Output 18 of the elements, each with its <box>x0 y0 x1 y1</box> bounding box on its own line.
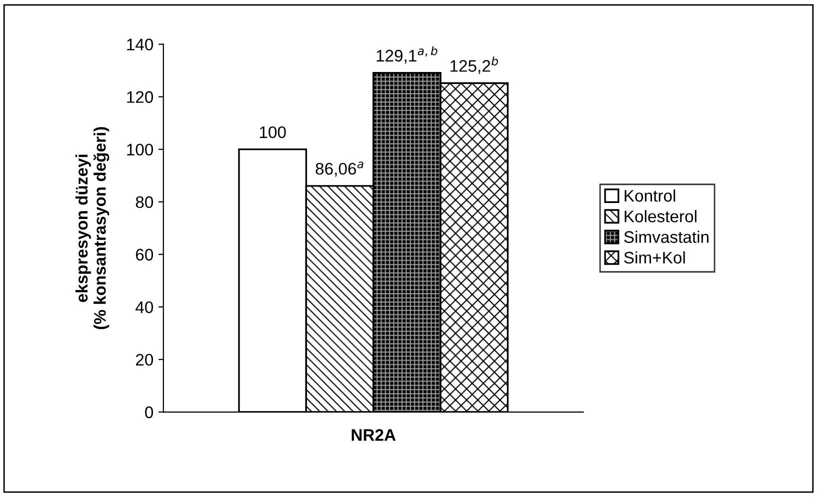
y-tick-label: 60 <box>136 248 154 261</box>
data-label: 125,2$^{b}$ <box>450 56 498 74</box>
data-label: 86,06$^{a}$ <box>316 162 364 177</box>
legend-label: Simvastatin <box>624 230 708 243</box>
y-axis-title: ekspresyon düzeyi (% konsantrasyon değeri) <box>75 127 110 330</box>
y-tick-label: 40 <box>136 301 154 314</box>
y-tick-label: 80 <box>136 196 154 208</box>
legend-label: Sim+Kol <box>624 251 685 264</box>
x-tick-label: NR2A <box>352 429 396 441</box>
y-tick-label: 0 <box>145 406 154 418</box>
y-tick-label: 20 <box>136 354 154 366</box>
y-tick-label: 120 <box>127 91 154 103</box>
data-label: 129,1$^{a,b}$ <box>376 46 438 64</box>
y-tick-label: 100 <box>127 144 154 156</box>
data-label: 100 <box>260 126 286 138</box>
y-tick-label: 140 <box>127 38 154 50</box>
legend-label: Kolesterol <box>624 210 696 222</box>
legend-label: Kontrol <box>624 189 676 202</box>
